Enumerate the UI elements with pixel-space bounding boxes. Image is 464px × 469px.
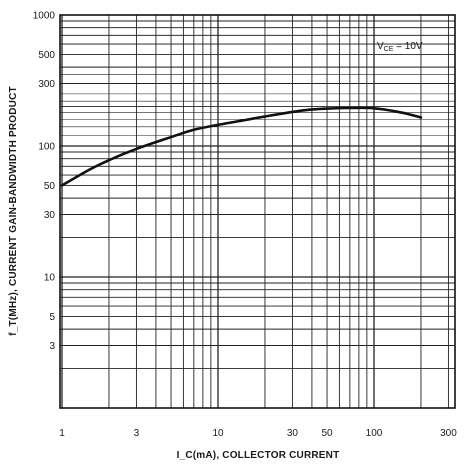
y-tick-label: 5 (49, 312, 55, 323)
y-tick-label: 10 (44, 273, 56, 284)
x-tick-label: 30 (287, 428, 299, 439)
x-tick-label: 1 (59, 428, 65, 439)
x-axis-title: I_C(mA), COLLECTOR CURRENT (177, 450, 340, 461)
series-layer (60, 106, 423, 187)
y-tick-label: 100 (38, 142, 55, 153)
x-tick-label: 100 (366, 428, 383, 439)
x-tick-label: 3 (134, 428, 140, 439)
y-axis-title: f_T(MHz), CURRENT GAIN-BANDWIDTH PRODUCT (8, 86, 19, 336)
y-tick-label: 50 (44, 181, 56, 192)
y-tick-label: 30 (44, 210, 56, 221)
y-tick-label: 300 (38, 79, 55, 90)
y-tick-labels: 1000 500 300 100 50 30 10 5 3 (33, 11, 56, 353)
x-tick-label: 10 (212, 428, 224, 439)
y-tick-label: 500 (38, 50, 55, 61)
y-tick-label: 1000 (33, 11, 56, 22)
ft-vs-ic-curve (60, 106, 423, 187)
vce-annotation: VCE = 10V (377, 41, 423, 53)
plot-frame (59, 14, 456, 409)
x-tick-label: 50 (321, 428, 333, 439)
y-tick-label: 3 (49, 341, 55, 352)
x-tick-labels: 1 3 10 30 50 100 300 (59, 428, 457, 439)
grid (60, 15, 455, 408)
x-tick-label: 300 (440, 428, 457, 439)
